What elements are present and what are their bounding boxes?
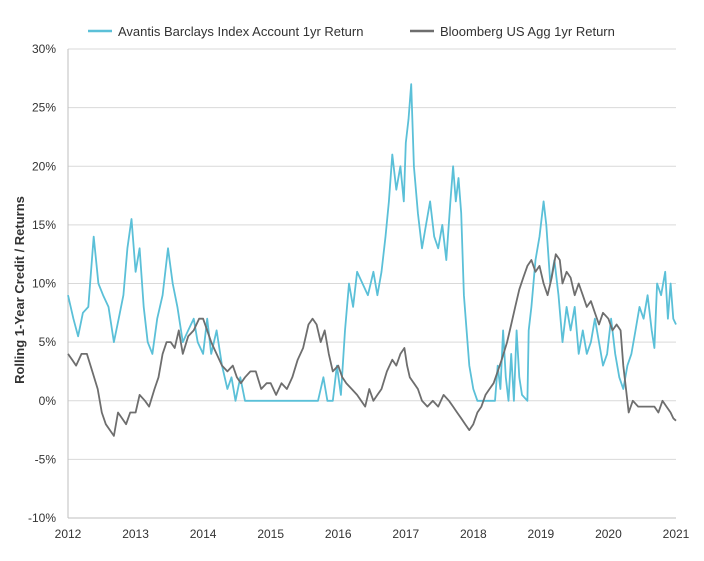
y-tick-label: 10% — [32, 277, 56, 291]
x-tick-label: 2016 — [325, 527, 352, 541]
x-tick-label: 2021 — [663, 527, 690, 541]
y-tick-label: 15% — [32, 218, 56, 232]
y-tick-label: 25% — [32, 101, 56, 115]
series-lines — [67, 83, 677, 437]
x-tick-label: 2018 — [460, 527, 487, 541]
x-tick-label: 2014 — [190, 527, 217, 541]
x-tick-label: 2017 — [392, 527, 419, 541]
series-line-1 — [67, 83, 677, 402]
x-tick-label: 2012 — [55, 527, 82, 541]
y-tick-label: 0% — [39, 394, 57, 408]
legend-label-1: Avantis Barclays Index Account 1yr Retur… — [118, 24, 363, 39]
x-tick-label: 2020 — [595, 527, 622, 541]
legend: Avantis Barclays Index Account 1yr Retur… — [88, 24, 615, 39]
y-tick-label: -10% — [28, 511, 56, 525]
x-tick-label: 2015 — [257, 527, 284, 541]
y-tick-label: 30% — [32, 42, 56, 56]
grid-lines — [68, 48, 676, 519]
x-tick-label: 2013 — [122, 527, 149, 541]
legend-label-2: Bloomberg US Agg 1yr Return — [440, 24, 615, 39]
y-axis-title: Rolling 1-Year Credit / Returns — [12, 196, 27, 384]
series-line-2 — [67, 253, 677, 437]
y-tick-label: 5% — [39, 335, 57, 349]
axes: -10% -5% 0% 5% 10% 15% 20% 25% 30% 2012 2013 2014 20… — [28, 42, 690, 541]
y-tick-label: 20% — [32, 159, 56, 173]
y-tick-label: -5% — [35, 452, 57, 466]
x-tick-label: 2019 — [528, 527, 555, 541]
